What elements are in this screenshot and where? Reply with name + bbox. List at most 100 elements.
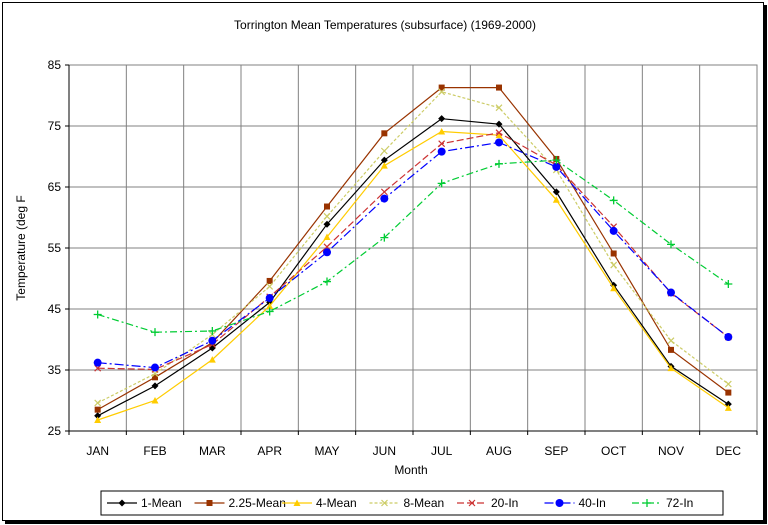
x-tick-label: MAR: [199, 444, 226, 458]
data-point: [552, 196, 560, 203]
y-tick-label: 65: [48, 180, 62, 194]
series-line: [97, 91, 729, 404]
data-point: [208, 356, 216, 363]
data-point: [495, 104, 503, 112]
data-point: [323, 233, 331, 241]
series-line: [97, 130, 729, 421]
data-point: [667, 337, 675, 345]
data-point: [265, 307, 274, 316]
data-point: [380, 188, 388, 196]
legend-label: 2.25-Mean: [229, 496, 286, 510]
x-tick-label: SEP: [544, 444, 568, 458]
data-point: [381, 130, 388, 137]
legend-label: 40-In: [579, 496, 606, 510]
data-point: [724, 333, 733, 342]
data-point: [94, 412, 102, 420]
y-tick-label: 75: [48, 119, 62, 133]
data-point: [495, 120, 503, 128]
series-4-mean: [94, 127, 732, 424]
x-axis-label: Month: [394, 463, 427, 477]
data-point: [438, 140, 446, 148]
data-point: [94, 416, 102, 424]
legend-item: 20-In: [457, 496, 518, 510]
data-point: [610, 250, 617, 257]
y-tick-label: 45: [48, 302, 62, 316]
data-point: [151, 328, 159, 337]
data-point: [724, 380, 732, 388]
data-point: [323, 243, 331, 251]
data-point: [323, 248, 331, 257]
data-point: [380, 233, 389, 242]
data-point: [495, 138, 503, 147]
data-point: [94, 406, 101, 413]
data-point: [94, 399, 102, 407]
series-40-in: [93, 138, 733, 372]
y-tick-label: 85: [48, 58, 62, 72]
data-point: [438, 127, 446, 135]
data-point: [610, 261, 618, 269]
data-point: [93, 310, 102, 319]
y-tick-label: 55: [48, 241, 62, 255]
data-point: [323, 212, 331, 220]
data-point: [438, 88, 446, 96]
x-tick-label: FEB: [143, 444, 166, 458]
data-point: [151, 397, 159, 404]
legend-swatch-marker: [468, 499, 476, 507]
legend-label: 20-In: [491, 496, 518, 510]
series-line: [97, 141, 729, 369]
legend-item: 2.25-Mean: [194, 496, 286, 510]
data-point: [266, 302, 274, 309]
data-point: [668, 346, 674, 353]
legend-swatch-marker: [555, 499, 564, 507]
axes: 25 35 45 55 65 75 85 JAN FEB MAR APR MAY JUN JUL AUG SE…: [48, 58, 758, 458]
data-point: [667, 288, 675, 297]
legend-label: 1-Mean: [141, 496, 182, 510]
data-point: [266, 277, 273, 284]
y-tick-label: 35: [48, 363, 62, 377]
data-point: [266, 283, 274, 290]
x-tick-label: OCT: [601, 444, 627, 458]
data-point: [380, 147, 388, 155]
data-point: [438, 84, 445, 91]
data-point: [495, 131, 503, 139]
legend-label: 8-Mean: [404, 496, 445, 510]
series-line: [97, 159, 729, 333]
data-point: [323, 220, 331, 228]
legend-item: 40-In: [544, 496, 606, 510]
x-tick-label: JUN: [373, 444, 396, 458]
data-point: [667, 240, 675, 249]
line-chart: Torrington Mean Temperatures (subsurface…: [14, 18, 758, 516]
x-tick-label: NOV: [658, 444, 684, 458]
data-point: [609, 226, 618, 235]
legend-item: 8-Mean: [369, 496, 445, 510]
data-point: [610, 284, 618, 292]
y-tick-label: 25: [48, 424, 62, 438]
data-point: [437, 147, 446, 156]
data-point: [437, 179, 446, 188]
x-tick-label: JAN: [86, 444, 109, 458]
data-point: [93, 358, 102, 367]
series-line: [97, 86, 729, 411]
data-point: [552, 162, 561, 171]
legend-swatch-marker: [293, 499, 301, 506]
legend-swatch-marker: [643, 499, 651, 507]
legend: 1-Mean 2.25-Mean 4-Mean 8-Mean 20-In 40-In 72-…: [100, 490, 724, 516]
data-point: [94, 364, 102, 372]
data-point: [724, 279, 733, 288]
data-point: [552, 156, 561, 165]
data-point: [208, 336, 217, 345]
x-tick-label: MAY: [314, 444, 339, 458]
x-tick-label: APR: [257, 444, 282, 458]
data-point: [208, 326, 217, 335]
x-tick-label: JUL: [431, 444, 453, 458]
data-point: [380, 156, 388, 164]
data-point: [609, 196, 618, 205]
legend-swatch-marker: [118, 499, 126, 507]
data-point: [323, 277, 331, 286]
series-lines: [93, 84, 733, 424]
data-point: [552, 188, 560, 196]
data-point: [152, 374, 158, 381]
data-point: [265, 294, 274, 303]
data-point: [438, 115, 446, 123]
